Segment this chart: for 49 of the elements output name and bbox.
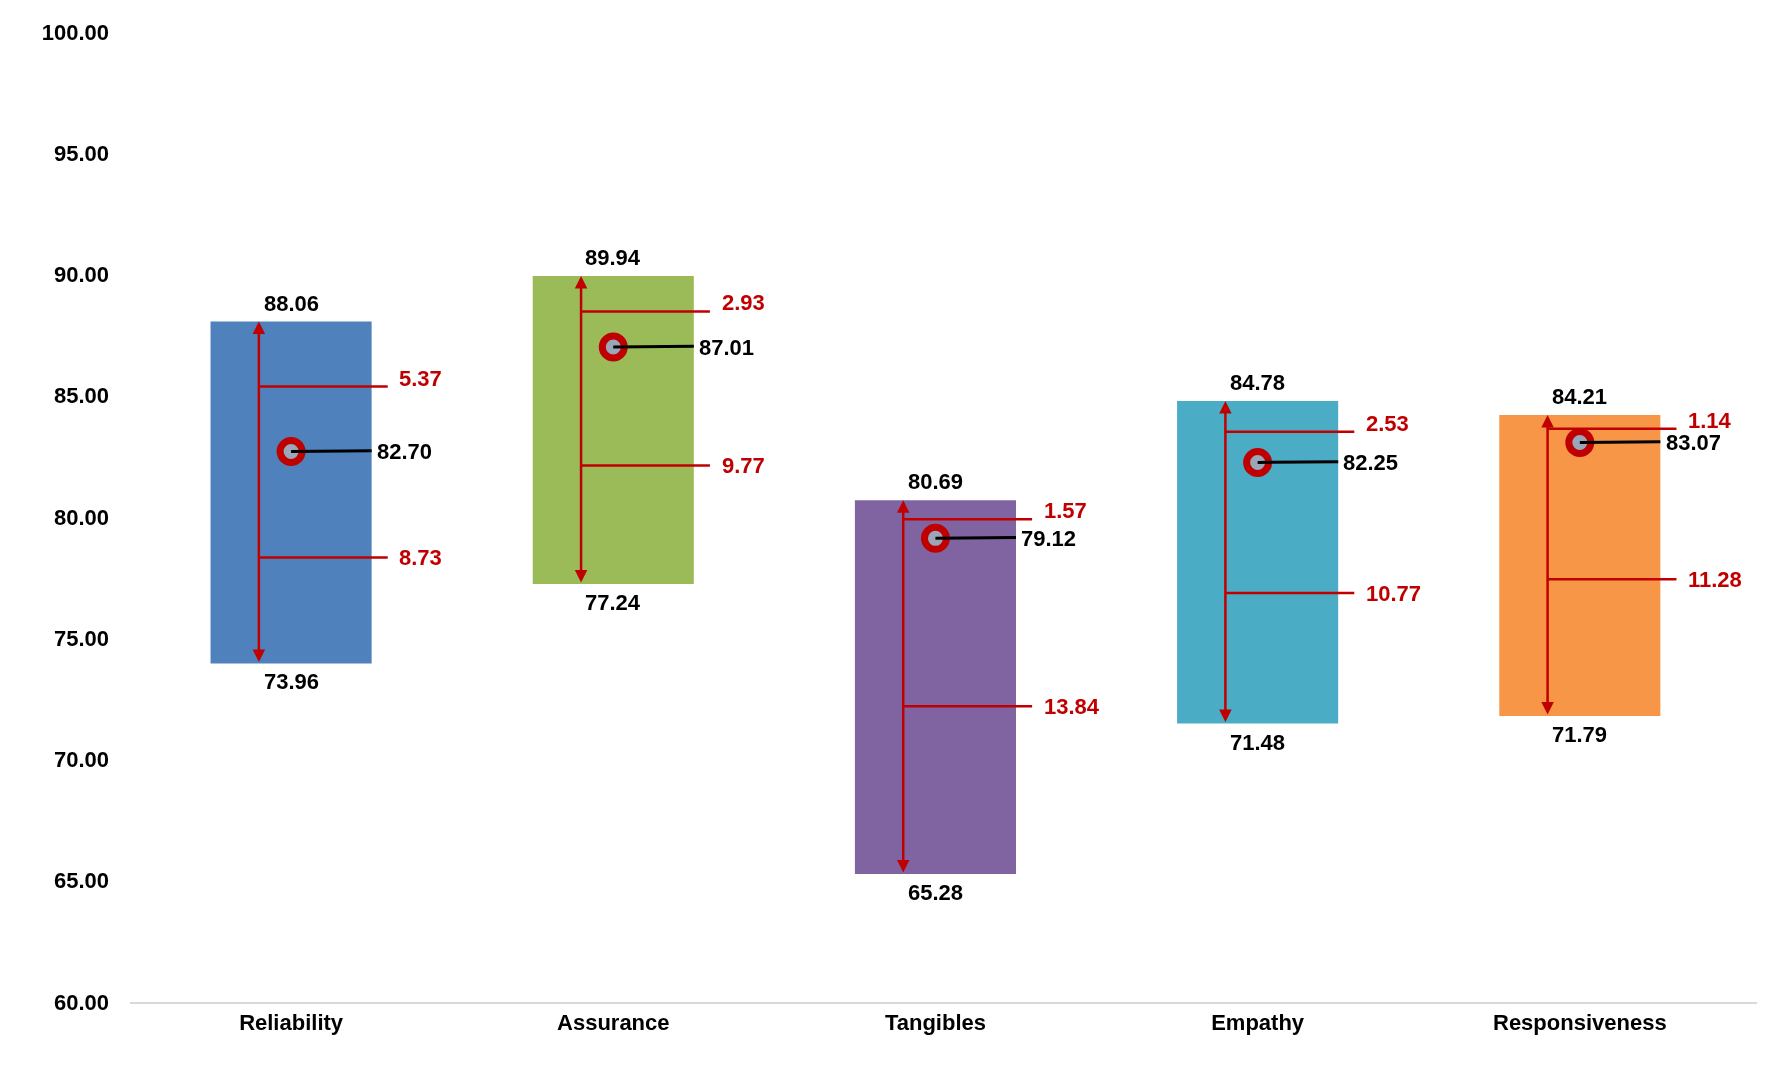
x-tick-label: Tangibles [884,1010,986,1036]
annotation: 89.94 [585,245,641,270]
bar [210,321,372,664]
annotation: 71.79 [1552,722,1608,747]
annotation: 2.53 [1366,411,1409,436]
annotation: 11.28 [1688,567,1742,592]
annotation: 65.28 [908,880,964,905]
point [920,523,950,553]
point [598,332,628,362]
y-tick-label: 75.00 [53,625,109,651]
y-tick-label: 60.00 [53,989,109,1015]
annotation: 5.37 [399,366,442,391]
x-tick-label: Responsiveness [1492,1010,1667,1036]
annotation: 10.77 [1366,581,1422,606]
x-tick-label: Empathy [1211,1010,1305,1036]
data-label: 82.70 [377,439,433,464]
bar [1499,414,1661,717]
y-tick-label: 70.00 [53,747,109,773]
data-label: 87.01 [699,335,755,360]
annotation: 9.77 [722,453,765,478]
data-label: 82.25 [1343,450,1399,475]
annotation: 80.69 [908,469,964,494]
annotation: 2.93 [722,290,765,315]
annotation: 77.24 [585,590,641,615]
annotation: 84.21 [1552,384,1608,409]
y-tick-label: 80.00 [53,504,109,530]
annotation: 84.78 [1230,370,1286,395]
annotation: 88.06 [264,291,320,316]
point [276,437,306,467]
bar [1177,401,1339,724]
annotation: 8.73 [399,545,442,570]
y-tick-label: 100.00 [41,19,109,45]
y-tick-label: 95.00 [53,140,109,166]
y-tick-label: 65.00 [53,868,109,894]
x-tick-label: Assurance [557,1010,670,1036]
annotation: 1.57 [1044,498,1087,523]
data-label: 79.12 [1021,526,1077,551]
annotation: 71.48 [1230,730,1286,755]
bar [532,275,694,584]
bar [854,500,1016,874]
y-tick-label: 85.00 [53,383,109,409]
annotation: 73.96 [264,669,320,694]
annotation: 13.84 [1044,694,1100,719]
data-label: 83.07 [1666,430,1722,455]
y-tick-label: 90.00 [53,262,109,288]
x-tick-label: Reliability [239,1010,344,1036]
point [1243,447,1273,477]
annotation: 1.14 [1688,408,1732,433]
point [1565,428,1595,458]
